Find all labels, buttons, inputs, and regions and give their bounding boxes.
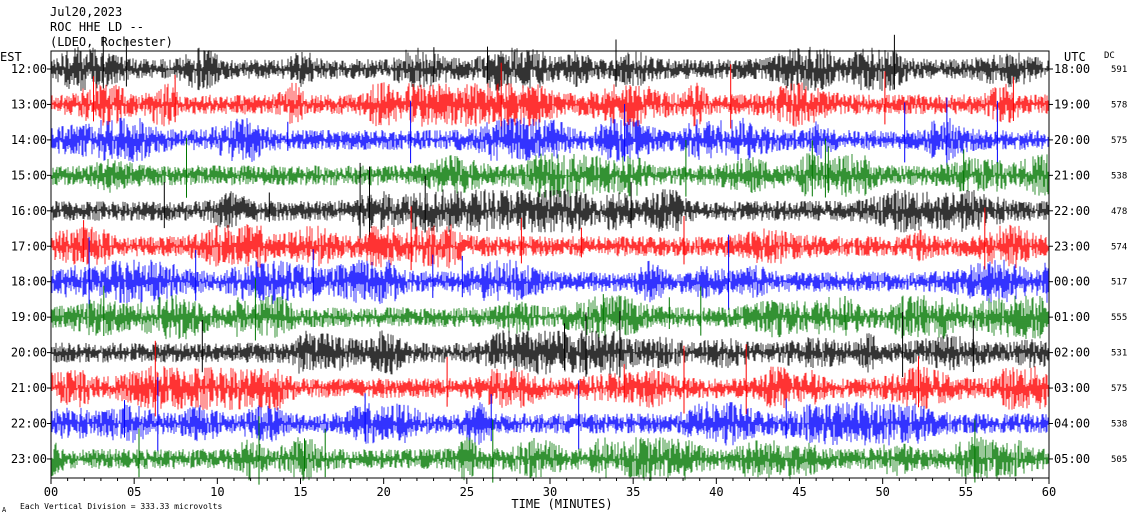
utc-hour-label: 05:00 — [1054, 452, 1090, 466]
dc-offset-label: 517 — [1111, 278, 1127, 288]
est-hour-label: 21:00 — [11, 381, 47, 395]
est-hour-label: 14:00 — [11, 133, 47, 147]
corner-mark: A — [2, 506, 7, 514]
utc-hour-label: 18:00 — [1054, 62, 1090, 76]
x-axis-title: TIME (MINUTES) — [511, 497, 612, 511]
dc-offset-label: 591 — [1111, 65, 1127, 75]
utc-hour-label: 21:00 — [1054, 168, 1090, 182]
est-zone-label: EST — [0, 50, 22, 64]
x-tick-label: 55 — [959, 485, 973, 499]
row-label-layer: 12:00 18:00 591 13:00 19:00 578 14:00 20:00 575 1… — [11, 62, 1127, 466]
x-tick-label: 05 — [127, 485, 141, 499]
est-hour-label: 22:00 — [11, 417, 47, 431]
utc-hour-label: 00:00 — [1054, 275, 1090, 289]
est-hour-label: 16:00 — [11, 204, 47, 218]
est-hour-label: 13:00 — [11, 97, 47, 111]
x-tick-label: 15 — [293, 485, 307, 499]
x-tick-label: 25 — [460, 485, 474, 499]
est-hour-label: 18:00 — [11, 275, 47, 289]
est-hour-label: 17:00 — [11, 239, 47, 253]
x-tick-label: 60 — [1042, 485, 1056, 499]
dc-offset-label: 578 — [1111, 100, 1127, 110]
x-tick-label: 50 — [875, 485, 889, 499]
x-tick-label: 40 — [709, 485, 723, 499]
x-axis: 00 05 10 15 20 25 30 35 40 45 50 55 60 — [44, 478, 1056, 499]
utc-hour-label: 03:00 — [1054, 381, 1090, 395]
est-hour-label: 12:00 — [11, 62, 47, 76]
location-label: (LDEO, Rochester) — [50, 35, 173, 49]
est-hour-label: 15:00 — [11, 168, 47, 182]
x-tick-label: 10 — [210, 485, 224, 499]
x-tick-label: 00 — [44, 485, 58, 499]
est-hour-label: 20:00 — [11, 346, 47, 360]
dc-offset-label: 555 — [1111, 313, 1127, 323]
station-label: ROC HHE LD -- — [50, 20, 144, 34]
x-tick-label: 30 — [543, 485, 557, 499]
dc-offset-label: 531 — [1111, 349, 1127, 359]
utc-hour-label: 23:00 — [1054, 239, 1090, 253]
dc-header-label: DC — [1104, 51, 1115, 61]
x-tick-label: 35 — [626, 485, 640, 499]
utc-hour-label: 01:00 — [1054, 310, 1090, 324]
x-tick-label: 45 — [792, 485, 806, 499]
est-hour-label: 19:00 — [11, 310, 47, 324]
utc-hour-label: 04:00 — [1054, 417, 1090, 431]
est-hour-label: 23:00 — [11, 452, 47, 466]
utc-hour-label: 22:00 — [1054, 204, 1090, 218]
scale-note: Each Vertical Division = 333.33 microvol… — [20, 502, 222, 511]
dc-offset-label: 574 — [1111, 242, 1127, 252]
x-tick-label: 20 — [376, 485, 390, 499]
date-label: Jul20,2023 — [50, 5, 122, 19]
dc-offset-label: 505 — [1111, 455, 1127, 465]
utc-zone-label: UTC — [1064, 50, 1086, 64]
utc-hour-label: 20:00 — [1054, 133, 1090, 147]
utc-hour-label: 19:00 — [1054, 97, 1090, 111]
utc-hour-label: 02:00 — [1054, 346, 1090, 360]
dc-offset-label: 575 — [1111, 136, 1127, 146]
dc-offset-label: 538 — [1111, 420, 1127, 430]
trace-layer — [50, 34, 1049, 485]
dc-offset-label: 478 — [1111, 207, 1127, 217]
dc-offset-label: 575 — [1111, 384, 1127, 394]
dc-offset-label: 538 — [1111, 171, 1127, 181]
